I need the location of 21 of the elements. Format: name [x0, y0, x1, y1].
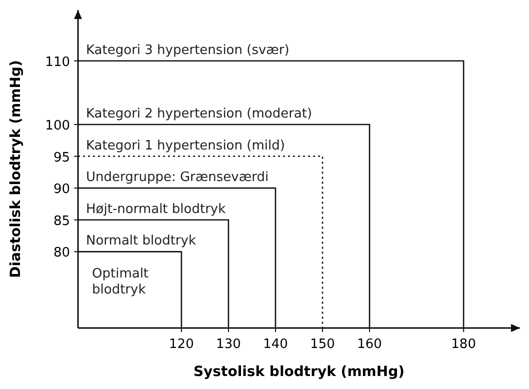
x-axis-title: Systolisk blodtryk (mmHg) — [193, 364, 405, 380]
y-axis-title: Diastolisk blodtryk (mmHg) — [8, 60, 24, 278]
x-tick-label: 180 — [451, 337, 476, 352]
series-label: Højt-normalt blodtryk — [86, 202, 226, 217]
x-tick-label: 160 — [357, 337, 382, 352]
annotation: Optimalt blodtryk — [92, 266, 149, 298]
x-tick-label: 140 — [263, 337, 288, 352]
x-tick-label: 120 — [169, 337, 194, 352]
x-tick-label: 150 — [310, 337, 335, 352]
y-tick-label: 85 — [53, 214, 70, 229]
x-tick-label: 130 — [216, 337, 241, 352]
y-tick-label: 95 — [53, 150, 70, 166]
series-label: Kategori 1 hypertension (mild) — [86, 138, 285, 154]
series-label: Kategori 3 hypertension (svær) — [86, 42, 290, 58]
series-label: Normalt blodtryk — [86, 234, 196, 249]
y-tick-label: 90 — [53, 182, 70, 198]
y-tick-label: 100 — [45, 118, 70, 134]
series-label: Kategori 2 hypertension (moderat) — [86, 106, 312, 122]
series-label: Undergruppe: Grænseværdi — [86, 170, 269, 186]
y-tick-label: 80 — [53, 246, 70, 261]
y-tick-label: 110 — [45, 54, 70, 70]
